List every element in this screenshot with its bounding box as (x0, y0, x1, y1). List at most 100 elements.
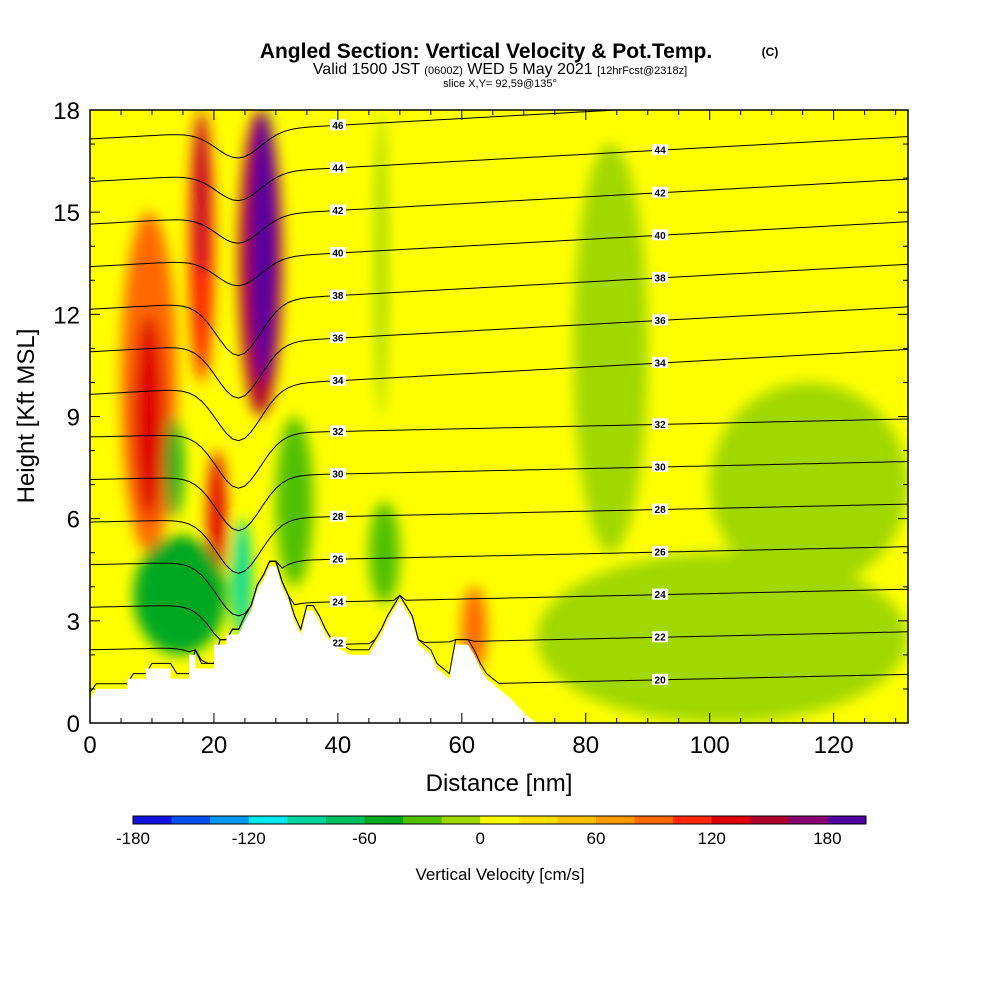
y-axis-label: Height [Kft MSL] (13, 329, 40, 504)
colorbar-tick-label: 0 (475, 829, 484, 848)
isentrope-label-30: 30 (652, 460, 669, 473)
velocity-region-7 (232, 518, 252, 638)
colorbar: -180 -120 -60 0 60 120 180 (116, 815, 867, 848)
y-tick-label: 18 (53, 98, 80, 125)
colorbar-swatch (325, 816, 365, 824)
isentrope-46 (90, 110, 627, 159)
velocity-region-15 (573, 144, 648, 553)
y-tick-label: 6 (67, 507, 80, 534)
velocity-region-8 (133, 535, 227, 655)
isentrope-30 (90, 461, 908, 532)
y-tick-label: 12 (53, 302, 80, 329)
y-tick-label: 0 (67, 711, 80, 738)
velocity-region-1 (133, 314, 165, 519)
y-axis: 0 36 9 12 15 18 (53, 98, 908, 738)
y-tick-label: 15 (53, 200, 80, 227)
pot-temp-contours: 2020222224242626282830303232343436363838… (90, 110, 908, 693)
svg-text:22: 22 (655, 633, 667, 644)
isentrope-label-42: 42 (652, 186, 669, 199)
isentrope-label-24: 24 (652, 588, 669, 601)
x-tick-label: 120 (814, 732, 854, 759)
isentrope-label-28: 28 (329, 510, 346, 523)
isentrope-label-36: 36 (652, 314, 669, 327)
colorbar-swatch (133, 816, 173, 824)
x-tick-label: 40 (325, 732, 352, 759)
svg-text:44: 44 (332, 163, 344, 174)
velocity-region-16 (709, 382, 908, 587)
y-tick-label: 9 (67, 405, 80, 432)
velocity-field (120, 110, 908, 723)
isentrope-label-44: 44 (329, 161, 346, 174)
x-tick-label: 0 (83, 732, 96, 759)
isentrope-label-22: 22 (329, 636, 346, 649)
colorbar-tick-label: -180 (116, 829, 150, 848)
isentrope-24 (90, 560, 908, 641)
x-tick-label: 20 (201, 732, 228, 759)
x-tick-label: 100 (690, 732, 730, 759)
svg-text:24: 24 (332, 597, 344, 608)
isentrope-label-36: 36 (329, 332, 346, 345)
isentrope-label-32: 32 (652, 418, 669, 431)
svg-text:20: 20 (655, 675, 667, 686)
isentrope-40 (90, 221, 908, 287)
velocity-region-11 (368, 501, 400, 604)
svg-text:28: 28 (332, 512, 344, 523)
colorbar-swatch (480, 816, 520, 824)
title-valid-date: WED 5 May 2021 (467, 61, 592, 78)
isentrope-38 (90, 263, 908, 357)
title-slice: slice X,Y= 92,59@135° (443, 78, 557, 90)
colorbar-swatch (248, 816, 288, 824)
svg-text:22: 22 (332, 638, 344, 649)
isentrope-label-26: 26 (652, 546, 669, 559)
colorbar-swatch (518, 816, 558, 824)
terrain (90, 566, 908, 723)
colorbar-tick-label: -60 (352, 829, 377, 848)
velocity-region-12 (375, 110, 388, 417)
isentrope-label-40: 40 (652, 229, 669, 242)
colorbar-swatch (364, 816, 404, 824)
colorbar-swatch (673, 816, 713, 824)
isentrope-label-38: 38 (329, 289, 346, 302)
colorbar-label: Vertical Velocity [cm/s] (415, 865, 584, 884)
svg-text:34: 34 (655, 359, 667, 370)
colorbar-frame (132, 815, 867, 825)
colorbar-swatch (750, 816, 790, 824)
svg-text:36: 36 (332, 334, 344, 345)
svg-text:34: 34 (332, 376, 344, 387)
chart-title: Angled Section: Vertical Velocity & Pot.… (260, 40, 779, 90)
isentrope-28 (90, 503, 908, 574)
title-valid-utc: (0600Z) (424, 65, 463, 77)
isentrope-label-42: 42 (329, 204, 346, 217)
colorbar-swatch (557, 816, 597, 824)
colorbar-swatch (171, 816, 211, 824)
title-valid-prefix: Valid 1500 JST (313, 61, 421, 78)
colorbar-swatch (441, 816, 481, 824)
svg-text:46: 46 (332, 121, 344, 132)
isentrope-32 (90, 418, 908, 489)
isentrope-42 (90, 178, 908, 244)
svg-text:26: 26 (655, 548, 667, 559)
colorbar-swatch (595, 816, 636, 824)
svg-text:32: 32 (655, 420, 667, 431)
isentrope-label-32: 32 (329, 425, 346, 438)
velocity-region-4 (207, 450, 227, 587)
isentrope-label-46: 46 (329, 119, 346, 132)
colorbar-tick-label: -120 (232, 829, 266, 848)
isentrope-label-44: 44 (652, 144, 669, 157)
isentrope-label-40: 40 (329, 247, 346, 260)
colorbar-swatch (827, 816, 867, 824)
isentrope-label-34: 34 (652, 357, 669, 370)
isentrope-label-20: 20 (652, 673, 669, 686)
colorbar-tick-label: 60 (586, 829, 605, 848)
svg-text:26: 26 (332, 555, 344, 566)
colorbar-swatch (210, 816, 250, 824)
colorbar-tick-label: 180 (813, 829, 841, 848)
title-main-suffix: (C) (762, 45, 779, 59)
title-main: Angled Section: Vertical Velocity & Pot.… (260, 40, 712, 63)
isentrope-36 (90, 306, 908, 399)
colorbar-swatch (711, 816, 751, 824)
isentrope-label-38: 38 (652, 271, 669, 284)
svg-text:42: 42 (332, 206, 344, 217)
colorbar-swatch (287, 816, 327, 824)
svg-text:42: 42 (655, 188, 667, 199)
